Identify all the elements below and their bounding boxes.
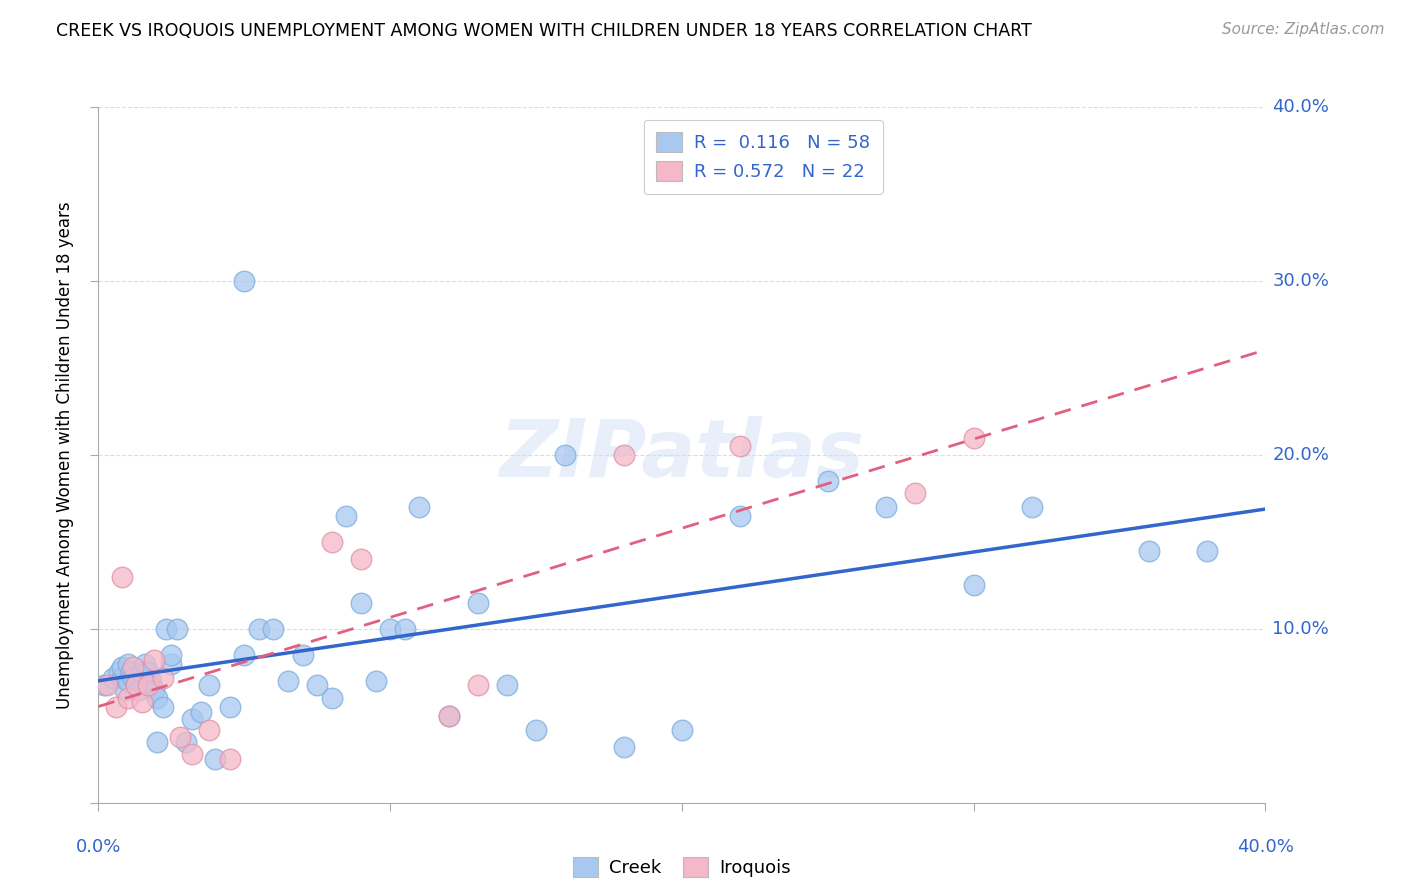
Point (1137, 543, 1160, 558)
Point (291, 648, 314, 662)
Text: 10.0%: 10.0% (1272, 620, 1329, 638)
Text: 30.0%: 30.0% (1272, 272, 1329, 290)
Point (962, 431, 984, 445)
Point (612, 740, 634, 755)
Point (190, 706, 212, 720)
Point (671, 723, 693, 737)
Point (394, 622, 416, 636)
Point (139, 674, 162, 689)
Point (364, 674, 387, 689)
Point (524, 723, 547, 737)
Point (136, 677, 159, 691)
Point (233, 648, 256, 662)
Point (554, 448, 576, 462)
Point (136, 665, 159, 680)
Point (962, 578, 984, 592)
Point (111, 570, 134, 584)
Point (122, 671, 145, 685)
Point (728, 439, 751, 453)
Point (817, 474, 839, 488)
Point (218, 700, 240, 714)
Point (160, 657, 183, 671)
Point (125, 677, 148, 691)
Point (146, 735, 169, 749)
Point (180, 712, 202, 726)
Point (728, 508, 751, 523)
Point (114, 682, 136, 697)
Text: 40.0%: 40.0% (1237, 838, 1294, 856)
Point (437, 708, 460, 723)
Legend: Creek, Iroquois: Creek, Iroquois (565, 850, 799, 884)
Text: Source: ZipAtlas.com: Source: ZipAtlas.com (1222, 22, 1385, 37)
Point (904, 486, 927, 500)
Point (155, 622, 177, 636)
Point (1021, 500, 1043, 514)
Point (108, 665, 131, 680)
Point (875, 500, 897, 514)
Point (321, 534, 343, 549)
Point (152, 671, 174, 685)
Point (169, 730, 191, 744)
Point (134, 657, 156, 671)
Point (198, 723, 221, 737)
Point (277, 674, 299, 689)
Point (495, 677, 517, 691)
Point (408, 500, 430, 514)
Point (131, 695, 153, 709)
Point (152, 700, 174, 714)
Point (1195, 543, 1218, 558)
Point (218, 752, 240, 766)
Point (378, 622, 402, 636)
Point (104, 700, 127, 714)
Point (131, 665, 153, 680)
Point (198, 677, 221, 691)
Point (262, 622, 284, 636)
Point (307, 677, 329, 691)
Point (120, 665, 142, 680)
Point (247, 622, 270, 636)
Point (335, 508, 357, 523)
Point (174, 735, 197, 749)
Point (142, 653, 165, 667)
Point (321, 691, 343, 706)
Point (142, 682, 165, 697)
Point (467, 596, 489, 610)
Point (467, 677, 489, 691)
Point (117, 657, 139, 671)
Point (612, 448, 634, 462)
Point (101, 671, 124, 685)
Text: 0.0%: 0.0% (76, 838, 121, 856)
Point (117, 674, 139, 689)
Point (160, 648, 183, 662)
Point (166, 622, 188, 636)
Point (437, 708, 460, 723)
Point (128, 682, 150, 697)
Point (111, 671, 134, 685)
Text: 20.0%: 20.0% (1272, 446, 1329, 464)
Point (122, 660, 145, 674)
Point (117, 691, 139, 706)
Point (350, 596, 373, 610)
Point (111, 660, 134, 674)
Y-axis label: Unemployment Among Women with Children Under 18 years: Unemployment Among Women with Children U… (56, 201, 75, 709)
Point (180, 747, 202, 761)
Point (204, 752, 226, 766)
Point (125, 677, 148, 691)
Point (96, 677, 118, 691)
Point (93, 677, 115, 691)
Text: CREEK VS IROQUOIS UNEMPLOYMENT AMONG WOMEN WITH CHILDREN UNDER 18 YEARS CORRELAT: CREEK VS IROQUOIS UNEMPLOYMENT AMONG WOM… (56, 22, 1032, 40)
Point (350, 552, 373, 566)
Point (233, 274, 256, 288)
Point (146, 691, 169, 706)
Text: ZIPatlas: ZIPatlas (499, 416, 865, 494)
Text: 40.0%: 40.0% (1272, 98, 1329, 116)
